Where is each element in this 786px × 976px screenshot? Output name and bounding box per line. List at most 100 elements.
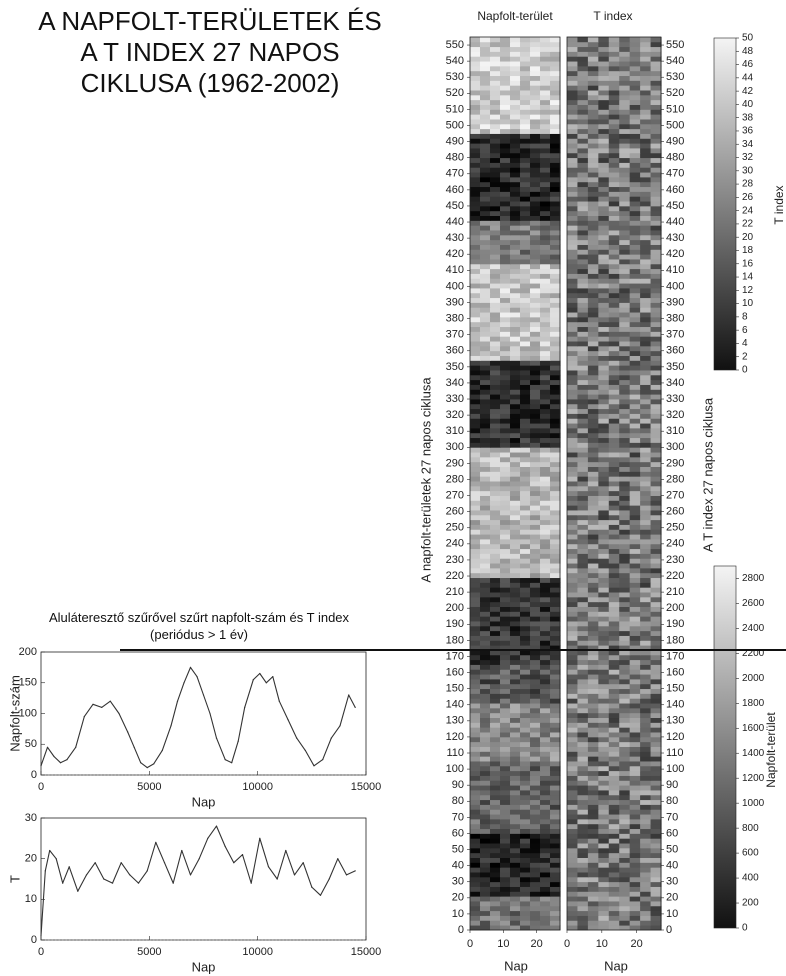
tindex-cell: [598, 283, 610, 289]
spot-cell: [550, 239, 561, 245]
sunspot-data-point: [118, 712, 120, 715]
spot-cell: [510, 809, 521, 815]
tindex-cell: [619, 215, 631, 221]
tindex-cell: [587, 138, 599, 144]
tindex-cell: [598, 365, 610, 371]
spot-y-tick-label: 330: [446, 393, 464, 405]
tindex-cell: [619, 109, 631, 115]
tindex-cell: [608, 756, 620, 762]
spot-cell: [500, 220, 511, 226]
spot-cell: [530, 370, 541, 376]
tindex-cell: [587, 51, 599, 57]
spot-cell: [490, 210, 501, 216]
tindex-cell: [577, 587, 589, 593]
spot-cell: [550, 886, 561, 892]
tindex-cell: [619, 186, 631, 192]
spot-cell: [540, 867, 551, 873]
tindex-cell: [640, 288, 652, 294]
tindex-cell: [608, 872, 620, 878]
tindex-cell: [577, 876, 589, 883]
tindex-cell: [629, 621, 641, 627]
spot-cell: [510, 775, 521, 781]
spot-cell: [540, 485, 551, 492]
spot-cell: [470, 596, 481, 603]
spot-cell: [510, 481, 521, 487]
spot-cell: [530, 413, 541, 419]
tindex-y-tick-label: 190: [666, 618, 684, 630]
spot-cell: [490, 128, 501, 134]
tindex-cell: [629, 399, 641, 405]
spot-cell: [530, 790, 541, 796]
spot-cell: [480, 148, 491, 154]
tindex-cell: [619, 500, 631, 506]
spot-x-tick-label: 0: [467, 938, 473, 950]
tindex-cell: [608, 592, 620, 598]
spot-cell: [500, 466, 511, 472]
tindex-cell: [640, 191, 652, 197]
tindex-cell: [587, 471, 599, 477]
spot-cell: [510, 838, 521, 844]
tindex-cell: [577, 630, 589, 636]
tindex-cell: [577, 881, 589, 887]
tindex-cell: [640, 331, 652, 337]
tindex-cell: [650, 162, 662, 168]
tindex-cell: [629, 239, 641, 245]
spot-cell: [530, 302, 541, 308]
tindex-cell: [629, 374, 641, 381]
tindex-colorbar-tick-label: 36: [742, 126, 754, 137]
tindex-cell: [608, 321, 620, 328]
tindex-cell: [577, 592, 589, 598]
spot-cell: [470, 456, 481, 463]
tindex-cell: [567, 818, 579, 825]
tindex-cell: [587, 843, 599, 849]
tindex-colorbar-tick-label: 30: [742, 165, 754, 176]
spot-cell: [540, 471, 551, 477]
tindex-cell: [567, 814, 579, 820]
spot-cell: [550, 630, 561, 636]
spot-cell: [480, 529, 491, 535]
tindex-cell: [608, 843, 620, 849]
tindex-cell: [587, 524, 599, 530]
spot-cell: [480, 186, 491, 192]
spot-cell: [540, 693, 551, 699]
spot-cell: [480, 901, 491, 907]
spot-cell: [540, 263, 551, 270]
spot-cell: [480, 727, 491, 733]
tindex-cell: [577, 99, 589, 105]
spot-cell: [500, 553, 511, 559]
tindex-cell: [650, 611, 662, 617]
spot-cell: [520, 143, 531, 149]
spot-cell: [490, 577, 501, 583]
tindex-cell: [629, 785, 641, 791]
spot-cell: [540, 563, 551, 569]
spot-cell: [500, 809, 511, 815]
tindex-cell: [629, 814, 641, 820]
spot-cell: [490, 403, 501, 410]
sunspot-data-point: [322, 759, 324, 761]
spot-cell: [520, 746, 531, 752]
spot-cell: [530, 630, 541, 636]
tindex-cell: [598, 176, 610, 183]
spot-cell: [540, 143, 551, 149]
tindex-cell: [567, 292, 579, 299]
spot-cell: [500, 172, 511, 178]
tindex-cell: [650, 485, 662, 492]
spot-cell: [510, 283, 521, 289]
spot-cell: [540, 288, 551, 294]
spot-cell: [500, 355, 511, 361]
tindex-cell: [629, 70, 641, 77]
spot-cell: [510, 732, 521, 738]
tindex-cell: [598, 625, 610, 632]
spot-cell: [510, 727, 521, 733]
tindex-cell: [598, 852, 610, 858]
tindex-cell: [567, 56, 579, 62]
spot-cell: [470, 186, 481, 192]
spot-cell: [550, 85, 561, 91]
spot-cell: [470, 881, 481, 887]
spot-cell: [500, 534, 511, 540]
tindex-cell: [619, 659, 631, 665]
spot-cell: [530, 234, 541, 241]
tindex-cell: [650, 616, 662, 622]
tindex-x-tick-label: 0: [564, 938, 570, 950]
tindex-cell: [577, 75, 589, 81]
